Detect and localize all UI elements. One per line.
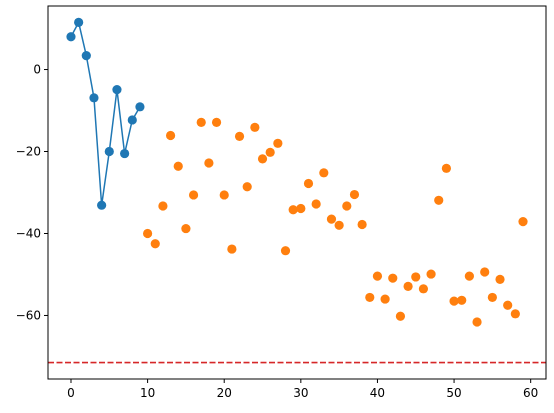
data-point (365, 292, 375, 303)
data-point (441, 163, 451, 173)
data-point (518, 217, 528, 227)
data-point (150, 239, 160, 249)
data-point (349, 189, 360, 200)
data-point (388, 273, 398, 283)
data-point (487, 292, 497, 303)
data-point (257, 154, 268, 164)
data-point (81, 50, 91, 61)
data-point (480, 267, 490, 277)
data-point (449, 296, 459, 306)
data-point (503, 300, 513, 310)
data-point (380, 294, 390, 304)
data-point (165, 130, 176, 141)
data-point (434, 195, 444, 205)
data-point (97, 200, 107, 210)
data-point (143, 228, 153, 239)
series-line (70, 21, 141, 206)
data-point (326, 214, 337, 224)
y-tick-label: −40 (16, 226, 41, 240)
x-axis: 0 10 20 30 40 50 60 (67, 379, 538, 400)
data-point (188, 190, 199, 200)
y-tick-label: 0 (33, 63, 41, 77)
data-point (250, 122, 260, 132)
data-point (74, 17, 84, 27)
data-point (510, 309, 520, 319)
data-point (464, 271, 474, 281)
x-tick-label: 10 (140, 386, 155, 400)
data-point (196, 117, 206, 128)
data-point (457, 295, 467, 305)
data-point (288, 205, 298, 215)
data-point (342, 201, 352, 211)
series-2 (143, 117, 528, 327)
data-point (242, 182, 252, 192)
data-point (265, 147, 275, 157)
series-1 (66, 17, 145, 210)
data-point (211, 117, 222, 128)
x-tick-label: 30 (293, 386, 308, 400)
data-point (273, 138, 283, 148)
data-point (311, 199, 321, 209)
data-point (334, 220, 344, 230)
data-point (234, 131, 245, 141)
data-point (89, 93, 99, 103)
data-point (104, 146, 114, 157)
data-point (227, 244, 237, 254)
x-tick-label: 40 (370, 386, 385, 400)
data-point (280, 246, 291, 256)
data-point (426, 269, 436, 279)
data-point (112, 85, 122, 95)
x-tick-label: 60 (523, 386, 538, 400)
data-point (127, 115, 137, 125)
x-tick-label: 20 (217, 386, 232, 400)
data-point (395, 311, 406, 321)
data-point (135, 102, 145, 112)
data-point (357, 219, 367, 230)
plot-frame (47, 5, 547, 380)
data-point (219, 190, 229, 200)
data-point (296, 203, 306, 214)
y-tick-label: −60 (16, 308, 41, 322)
x-tick-label: 50 (446, 386, 461, 400)
data-point (495, 274, 505, 284)
data-point (418, 284, 429, 294)
data-point (173, 161, 183, 171)
data-point (120, 148, 130, 159)
data-point (372, 271, 383, 281)
data-point (181, 223, 191, 234)
data-point (403, 281, 413, 291)
data-point (472, 317, 482, 327)
data-point (319, 168, 329, 178)
data-point (158, 201, 168, 211)
data-point (204, 158, 214, 168)
y-axis: 0 −20 −40 −60 (16, 63, 48, 322)
series-layer (66, 17, 528, 327)
data-point (411, 272, 421, 282)
data-point (303, 178, 314, 189)
y-tick-label: −20 (16, 145, 41, 159)
data-point (66, 32, 76, 42)
x-tick-label: 0 (67, 386, 75, 400)
